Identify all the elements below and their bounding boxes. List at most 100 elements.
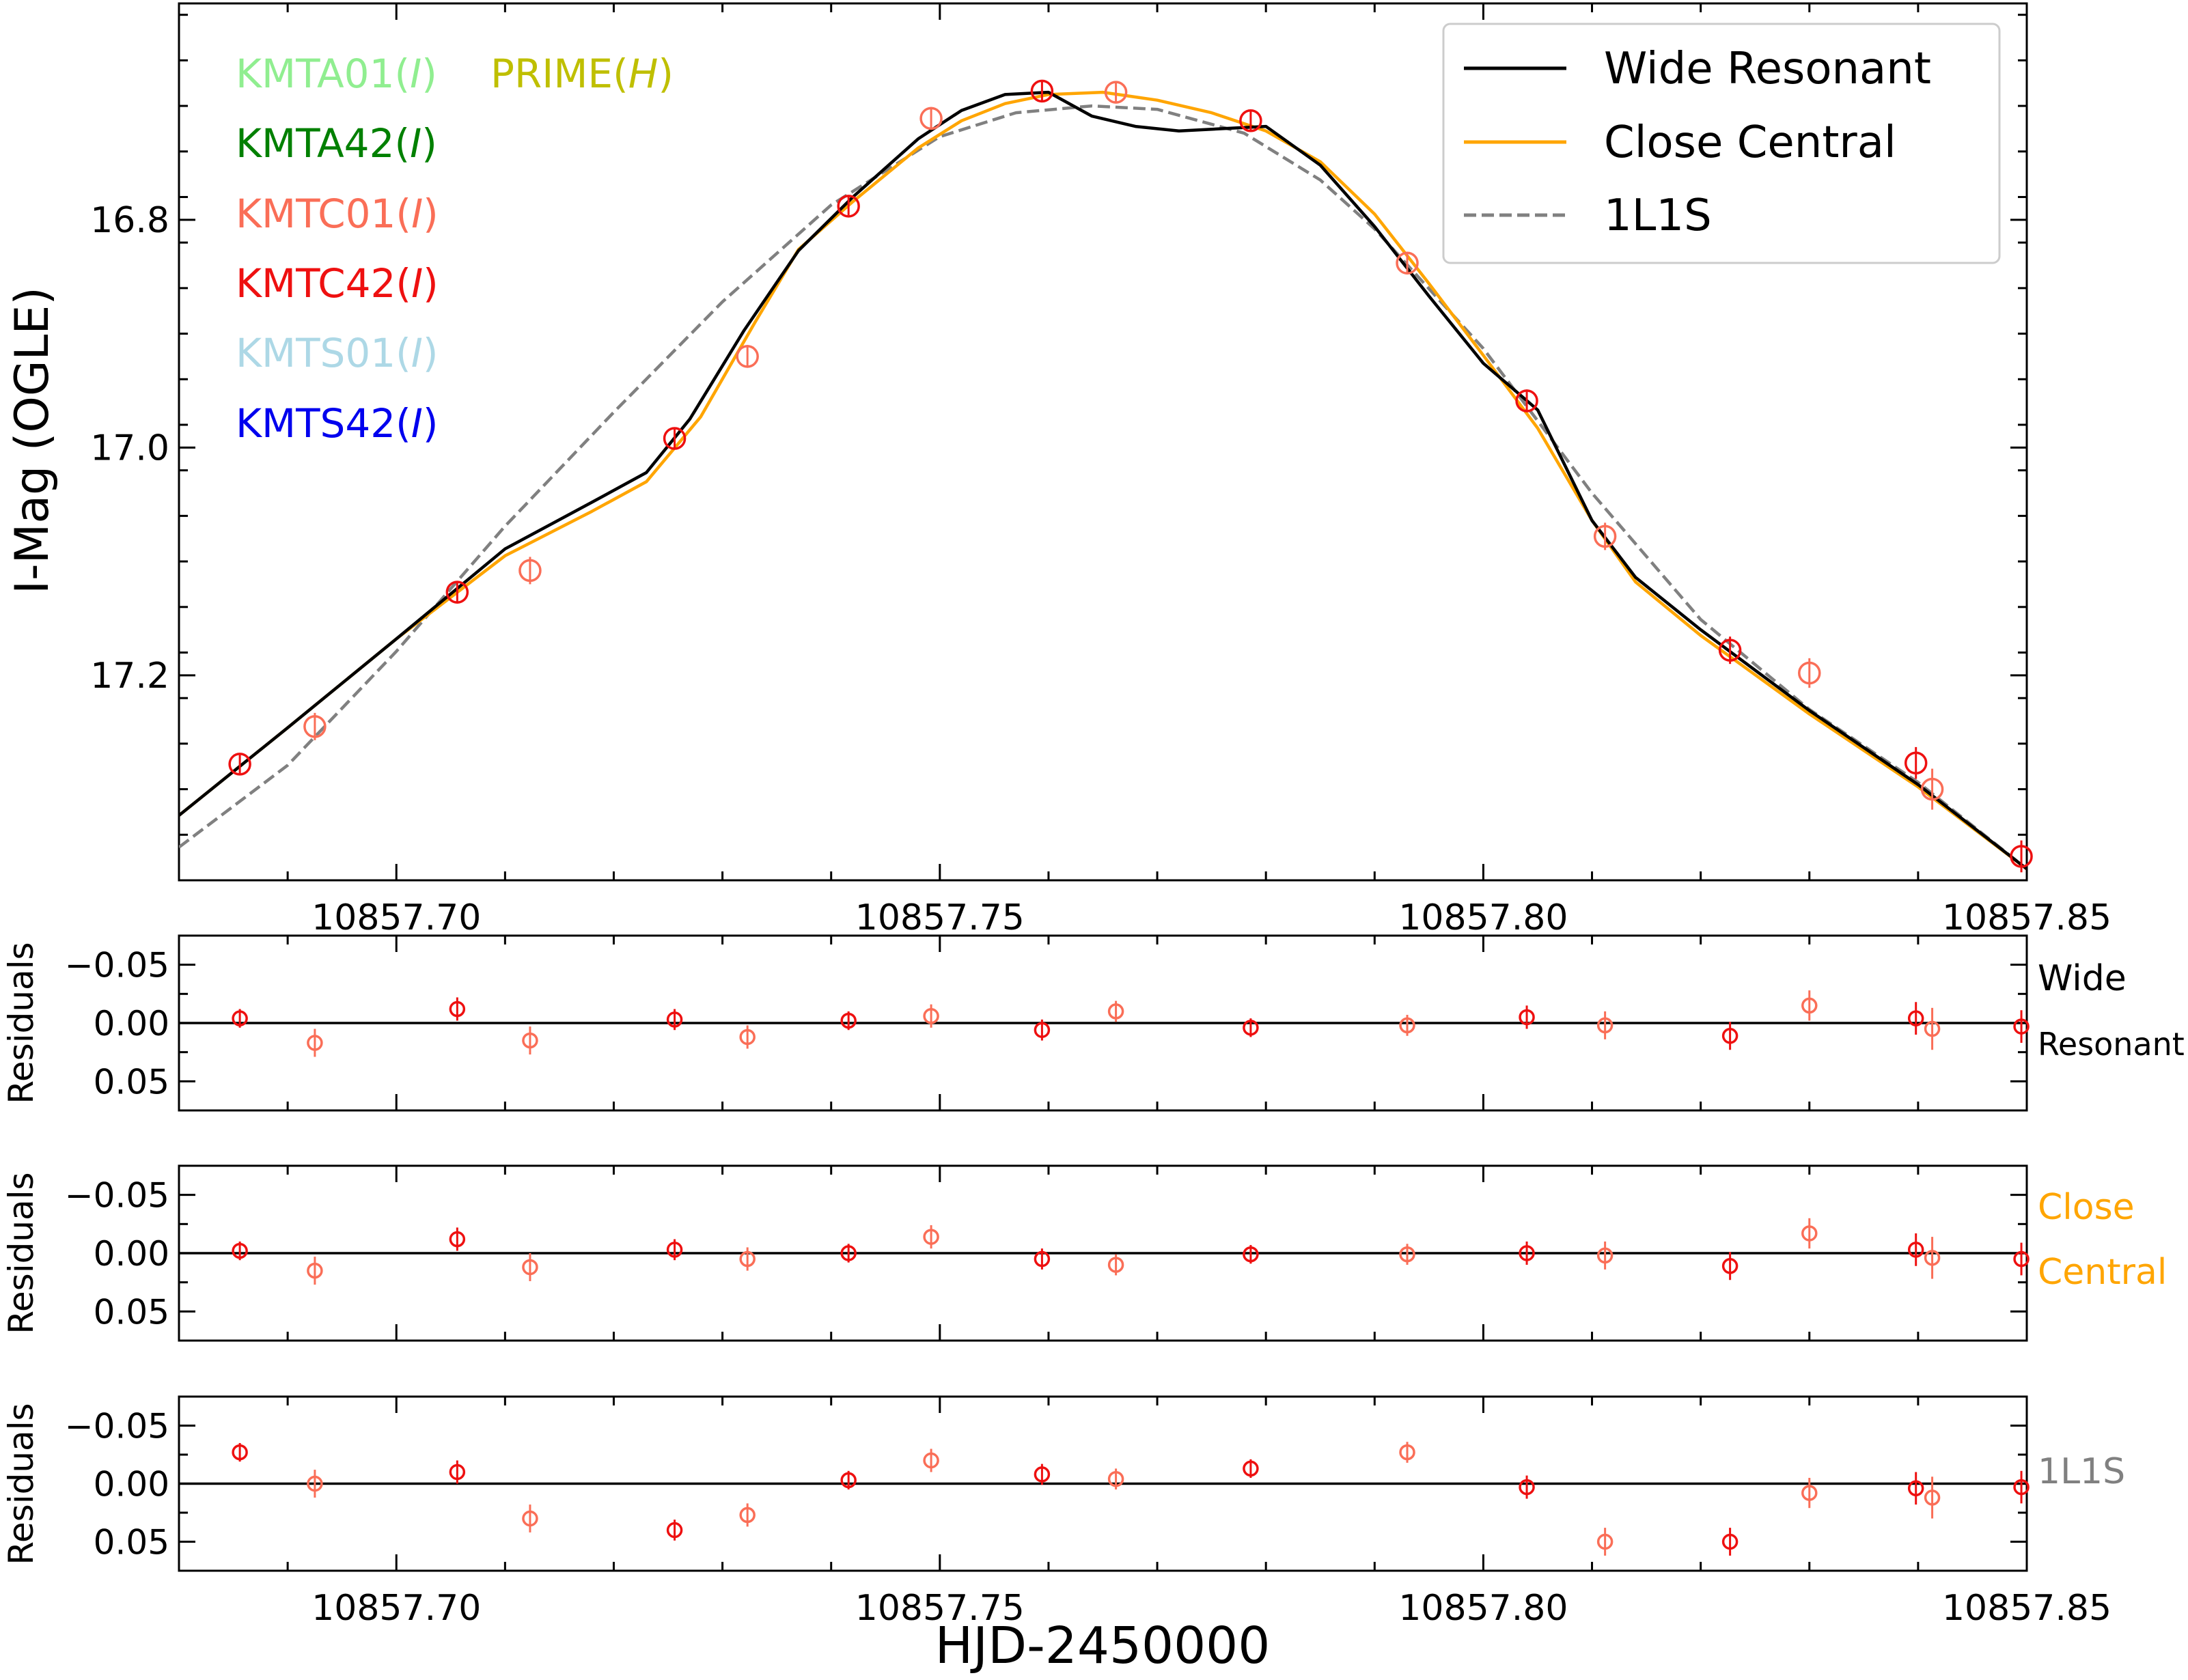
- res0-point-kmtc42: [232, 1010, 248, 1026]
- main-point-kmtc42: [445, 580, 469, 604]
- main-point-kmtc01: [1104, 81, 1128, 104]
- res1-point-kmtc42: [449, 1231, 466, 1248]
- dataset-legend: KMTA01(I) KMTA42(I) KMTC01(I) KMTC42(I) …: [236, 51, 674, 447]
- main-point-kmtc01: [303, 715, 327, 738]
- residual-label-close: Close: [2038, 1187, 2135, 1228]
- res0-ytick-label: 0.05: [94, 1062, 169, 1102]
- main-xtick-label: 10857.85: [1942, 897, 2111, 938]
- res0-point-kmtc42: [449, 1000, 466, 1018]
- main-ylabel: I-Mag (OGLE): [5, 287, 59, 594]
- res0-point-kmtc01: [923, 1008, 939, 1024]
- res1-point-kmtc01: [1399, 1246, 1415, 1263]
- res1-point-kmtc42: [1907, 1242, 1924, 1258]
- res2-point-kmtc42: [666, 1522, 683, 1539]
- res0-point-kmtc42: [1034, 1022, 1051, 1038]
- res2-xtick-label: 10857.70: [311, 1588, 481, 1629]
- res2-point-kmtc01: [1801, 1485, 1818, 1501]
- res2-point-kmtc42: [1907, 1480, 1924, 1497]
- x-axis-label: HJD-2450000: [935, 1616, 1271, 1675]
- main-point-kmtc01: [1798, 661, 1821, 685]
- main-xtick-label: 10857.80: [1398, 897, 1568, 938]
- main-point-kmtc01: [1920, 777, 1944, 801]
- res2-point-kmtc01: [1596, 1533, 1614, 1550]
- main-ytick-label: 16.8: [90, 200, 169, 241]
- main-lightcurve-panel: 10857.70 10857.75 10857.80 10857.85 16.8 17.0…: [90, 2, 2111, 938]
- res0-point-kmtc42: [1243, 1020, 1259, 1036]
- main-point-kmtc01: [736, 345, 759, 368]
- res1-point-kmtc01: [307, 1262, 323, 1279]
- main-frame: [178, 2, 2028, 882]
- res2-xtick-label: 10857.75: [855, 1588, 1025, 1629]
- residual-label-central: Central: [2038, 1252, 2167, 1293]
- res1-point-kmtc42: [1519, 1245, 1535, 1261]
- residual-panel-1l1s: 10857.70 10857.75 10857.80 10857.85 −0.05 0.0…: [65, 1395, 2111, 1629]
- res1-point-kmtc01: [1924, 1250, 1941, 1266]
- res1-point-kmtc01: [923, 1229, 939, 1245]
- res0-point-kmtc42: [1519, 1009, 1535, 1026]
- res2-ytick-label: −0.05: [65, 1407, 169, 1446]
- legend-label-1l1s: 1L1S: [1604, 191, 1712, 241]
- res2-point-kmtc01: [739, 1507, 756, 1524]
- res2-point-kmtc42: [840, 1472, 857, 1489]
- main-point-kmtc42: [837, 195, 860, 218]
- main-point-kmtc42: [1515, 389, 1538, 412]
- res0-ylabel: Residuals: [1, 942, 41, 1104]
- main-point-kmtc42: [1030, 79, 1054, 103]
- res1-point-kmtc01: [739, 1250, 756, 1268]
- main-point-kmtc01: [919, 107, 943, 130]
- res0-ytick-label: 0.00: [94, 1004, 169, 1044]
- main-point-kmtc01: [1593, 524, 1617, 548]
- model-legend: Wide Resonant Close Central 1L1S: [1442, 23, 2001, 264]
- res2-ytick-label: 0.05: [94, 1523, 169, 1563]
- legend-frame: [1442, 23, 2001, 264]
- main-point-kmtc42: [1239, 109, 1262, 132]
- dataset-label-kmtc01: KMTC01(I): [236, 191, 439, 237]
- res0-point-kmtc01: [522, 1032, 538, 1049]
- residual-label-resonant: Resonant: [2038, 1026, 2185, 1063]
- main-xtick-label: 10857.75: [855, 897, 1025, 938]
- main-point-kmtc42: [663, 427, 687, 450]
- res1-point-kmtc42: [1243, 1246, 1259, 1263]
- res1-point-kmtc42: [2013, 1250, 2030, 1268]
- res0-point-kmtc42: [1721, 1028, 1739, 1044]
- res0-ytick-label: −0.05: [65, 946, 169, 985]
- res2-point-kmtc01: [1107, 1470, 1124, 1487]
- res2-point-kmtc42: [232, 1444, 248, 1461]
- res1-point-kmtc42: [666, 1242, 683, 1258]
- res0-point-kmtc42: [840, 1012, 857, 1029]
- res2-xtick-label: 10857.80: [1398, 1588, 1568, 1629]
- dataset-label-kmts42: KMTS42(I): [236, 400, 439, 447]
- res1-point-kmtc01: [1596, 1247, 1614, 1264]
- res1-ytick-label: 0.00: [94, 1234, 169, 1274]
- dataset-label-kmta42: KMTA42(I): [236, 120, 437, 167]
- res2-point-kmtc42: [1721, 1533, 1739, 1550]
- main-point-kmtc42: [228, 753, 251, 776]
- res1-ytick-label: 0.05: [94, 1292, 169, 1332]
- res0-point-kmtc01: [1596, 1017, 1614, 1034]
- res0-point-kmtc01: [1924, 1020, 1941, 1037]
- main-point-kmtc01: [1396, 251, 1419, 275]
- model-curve-1l1s: [179, 104, 2027, 871]
- res0-point-kmtc42: [1907, 1010, 1924, 1026]
- res1-point-kmtc01: [1801, 1225, 1818, 1242]
- res2-xtick-label: 10857.85: [1942, 1588, 2111, 1629]
- res2-ytick-label: 0.00: [94, 1465, 169, 1504]
- main-point-kmtc42: [1718, 639, 1742, 662]
- residual-panel-close-central: −0.05 0.00 0.05: [65, 1164, 2030, 1342]
- res1-ytick-label: −0.05: [65, 1176, 169, 1216]
- res2-point-kmtc01: [1399, 1444, 1415, 1461]
- res1-point-kmtc42: [1721, 1258, 1739, 1274]
- res0-point-kmtc42: [2013, 1018, 2030, 1035]
- res2-point-kmtc42: [1243, 1460, 1259, 1477]
- legend-label-close-central: Close Central: [1604, 117, 1896, 168]
- legend-label-wide-resonant: Wide Resonant: [1604, 44, 1931, 94]
- model-curve-wide-resonant: [179, 90, 2027, 871]
- dataset-label-kmtc42: KMTC42(I): [236, 260, 439, 307]
- res2-point-kmtc42: [449, 1464, 466, 1481]
- res2-point-kmtc01: [307, 1475, 323, 1492]
- main-ytick-label: 17.2: [90, 656, 169, 697]
- residual-panel-wide-resonant: −0.05 0.00 0.05: [65, 934, 2030, 1112]
- main-xtick-label: 10857.70: [311, 897, 481, 938]
- res1-ylabel: Residuals: [1, 1172, 41, 1334]
